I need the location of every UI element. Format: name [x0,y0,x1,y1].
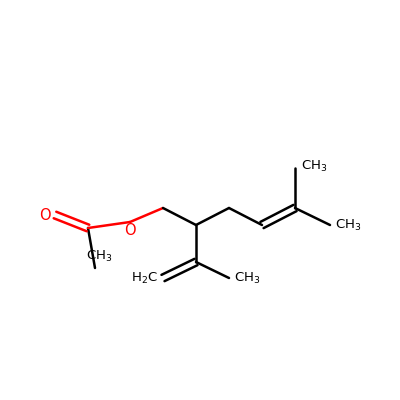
Text: CH$_3$: CH$_3$ [234,270,260,286]
Text: CH$_3$: CH$_3$ [301,158,328,174]
Text: CH$_3$: CH$_3$ [335,218,362,232]
Text: CH$_3$: CH$_3$ [86,249,112,264]
Text: O: O [124,223,136,238]
Text: O: O [39,208,51,222]
Text: H$_2$C: H$_2$C [131,270,158,286]
